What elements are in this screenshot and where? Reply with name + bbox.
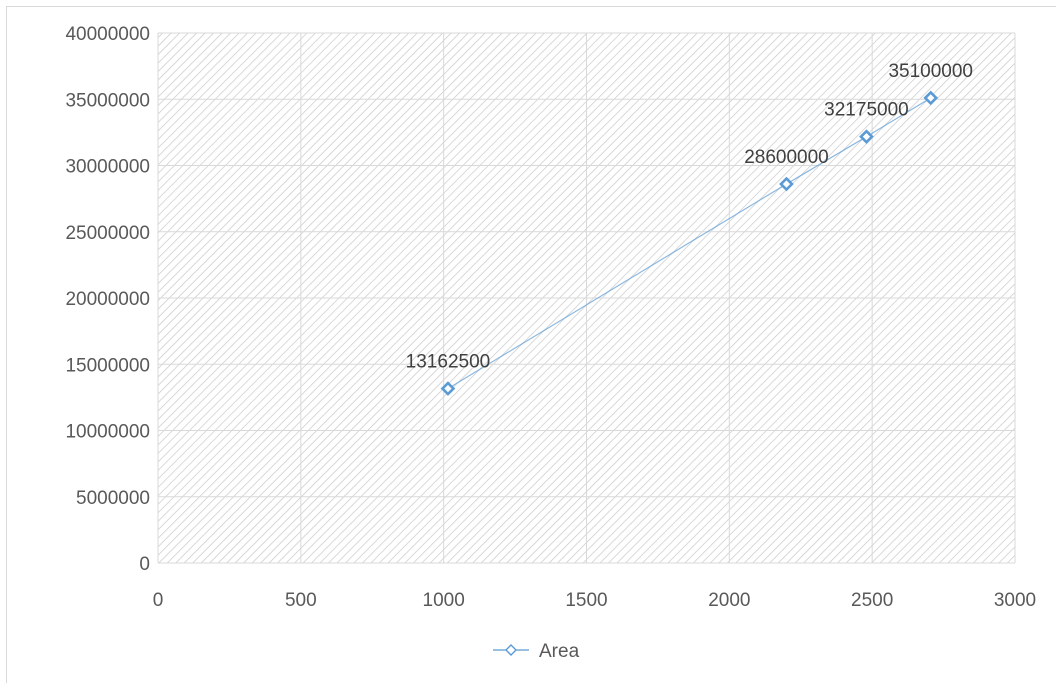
x-tick-label: 2000 [708,590,750,611]
legend-label: Area [539,641,580,662]
data-label: 32175000 [824,100,909,121]
data-label: 28600000 [744,147,829,168]
legend-marker-icon [505,644,517,656]
x-tick-label: 2500 [851,590,893,611]
series-line [447,97,932,390]
y-tick-label: 40000000 [65,24,150,45]
x-tick-label: 1500 [565,590,607,611]
y-tick-label: 0 [139,554,150,575]
x-axis-ticks: 0 500 1000 1500 2000 2500 3000 [153,590,1036,611]
data-point-marker [440,381,456,396]
data-point-marker [779,176,794,192]
x-tick-label: 0 [153,590,164,611]
data-label: 13162500 [406,352,491,373]
gridlines [157,32,1016,564]
series-area [440,90,939,396]
y-axis-ticks: 0 5000000 10000000 15000000 20000000 25000000… [65,24,150,575]
y-tick-label: 15000000 [65,355,150,376]
legend: Area [493,641,580,662]
data-point-marker [923,90,939,106]
y-tick-label: 5000000 [76,488,150,509]
y-tick-label: 10000000 [65,422,150,443]
x-tick-label: 3000 [994,590,1036,611]
x-tick-label: 500 [285,590,317,611]
x-tick-label: 1000 [423,590,465,611]
data-label: 35100000 [888,61,973,82]
y-tick-label: 30000000 [65,157,150,178]
y-tick-label: 25000000 [65,223,150,244]
data-labels: 13162500 28600000 32175000 35100000 [406,61,973,373]
y-tick-label: 20000000 [65,289,150,310]
data-point-marker [859,129,874,145]
y-tick-label: 35000000 [65,90,150,111]
